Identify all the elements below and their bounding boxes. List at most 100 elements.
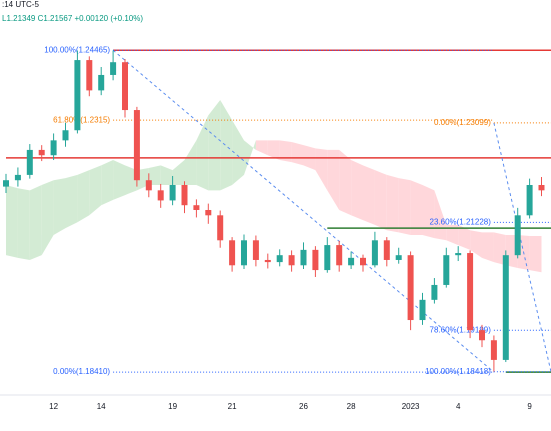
cloud-segment xyxy=(220,99,233,191)
fib-label: 0.00%(1.23099) xyxy=(434,118,491,127)
fib-label: 61.80%(1.2315) xyxy=(53,115,110,124)
x-tick-label: 9 xyxy=(527,402,532,411)
candle-body xyxy=(98,74,105,91)
candle-body xyxy=(122,62,128,111)
candle-body xyxy=(276,255,283,263)
cloud-segment xyxy=(77,170,90,223)
cloud-segment xyxy=(386,174,399,233)
candle-body xyxy=(538,185,545,191)
candle-body xyxy=(383,240,390,260)
candle-body xyxy=(455,253,462,256)
x-tick-label: 19 xyxy=(168,402,177,411)
candle-body xyxy=(407,255,414,321)
cloud-segment xyxy=(6,185,18,258)
candle-body xyxy=(514,215,521,256)
candle-body xyxy=(241,240,247,266)
cloud-segment xyxy=(434,190,447,241)
cloud-segment xyxy=(482,232,494,263)
x-tick-label: 21 xyxy=(228,402,237,411)
cloud-segment xyxy=(53,178,66,235)
candle-body xyxy=(145,180,152,191)
candle-body xyxy=(193,205,200,210)
candle-body xyxy=(217,215,224,241)
cloud-segment xyxy=(291,141,304,166)
cloud-segment xyxy=(279,140,292,163)
candle-body xyxy=(419,299,426,321)
cloud-segment xyxy=(244,140,256,175)
candle-body xyxy=(312,249,319,271)
candle-body xyxy=(205,209,212,216)
candle-body xyxy=(86,60,93,91)
candle-body xyxy=(110,62,117,75)
cloud-segment xyxy=(101,160,114,206)
cloud-segment xyxy=(196,115,209,191)
x-tick-label: 4 xyxy=(456,402,461,411)
cloud-segment xyxy=(65,174,78,229)
cloud-segment xyxy=(398,178,411,235)
cloud-segment xyxy=(113,160,125,200)
candle-body xyxy=(300,249,307,266)
cloud-segment xyxy=(327,149,340,210)
header-time: :14 UTC-5 xyxy=(2,0,39,9)
header-ohlc: L1.21349 C1.21567 +0.00120 (+0.10%) xyxy=(2,14,143,23)
candle-body xyxy=(169,185,176,201)
cloud-segment xyxy=(410,180,423,235)
candle-body xyxy=(324,245,331,271)
candle-body xyxy=(490,340,497,360)
cloud-segment xyxy=(374,170,387,231)
candle-body xyxy=(229,240,236,266)
candle-body xyxy=(264,259,271,263)
cloud-segment xyxy=(29,185,42,260)
cloud-segment xyxy=(89,165,102,216)
candle-body xyxy=(181,185,188,206)
x-tick-label: 12 xyxy=(49,402,58,411)
candle-body xyxy=(431,284,438,300)
x-tick-label: 28 xyxy=(347,402,356,411)
candle-body xyxy=(443,255,450,285)
candle-body xyxy=(336,245,343,266)
x-axis-strip xyxy=(0,395,551,431)
cloud-segment xyxy=(529,236,542,273)
fib-trend xyxy=(112,49,495,373)
fib-label: 0.00%(1.18410) xyxy=(53,367,110,376)
candle-body xyxy=(479,330,485,341)
cloud-segment xyxy=(41,180,54,256)
candle-body xyxy=(50,140,57,156)
x-tick-label: 2023 xyxy=(402,402,420,411)
x-tick-label: 14 xyxy=(97,402,106,411)
cloud-segment xyxy=(172,160,185,186)
cloud-segment xyxy=(351,160,363,221)
fib-label: 78.60%(1.19199) xyxy=(430,325,492,334)
candle-body xyxy=(526,185,533,216)
candle-body xyxy=(26,149,33,175)
candle-body xyxy=(3,180,9,187)
cloud-segment xyxy=(422,185,435,239)
cloud-segment xyxy=(160,165,173,186)
cloud-segment xyxy=(315,148,328,191)
cloud-segment xyxy=(470,230,482,258)
cloud-segment xyxy=(363,165,375,225)
fib-label: 100.00%(1.24465) xyxy=(44,45,110,54)
candle-body xyxy=(62,130,69,141)
fib-label: 23.60%(1.21228) xyxy=(430,217,492,226)
candle-body xyxy=(14,174,21,181)
candle-body xyxy=(252,240,259,260)
cloud-segment xyxy=(255,140,268,156)
cloud-segment xyxy=(339,149,352,216)
candle-body xyxy=(288,255,295,266)
candle-body xyxy=(38,149,45,156)
cloud-segment xyxy=(184,140,197,186)
cloud-segment xyxy=(208,99,221,191)
candle-body xyxy=(502,255,509,360)
cloud-segment xyxy=(17,188,30,260)
candle-body xyxy=(467,253,474,331)
cloud-segment xyxy=(267,140,280,161)
candle-body xyxy=(348,257,355,266)
candle-body xyxy=(371,240,378,266)
fib-trend xyxy=(493,122,551,372)
candle-body xyxy=(157,190,164,201)
fib-label: 100.00%(1.18418) xyxy=(425,367,491,376)
cloud-segment xyxy=(232,120,244,186)
candle-body xyxy=(74,60,81,131)
